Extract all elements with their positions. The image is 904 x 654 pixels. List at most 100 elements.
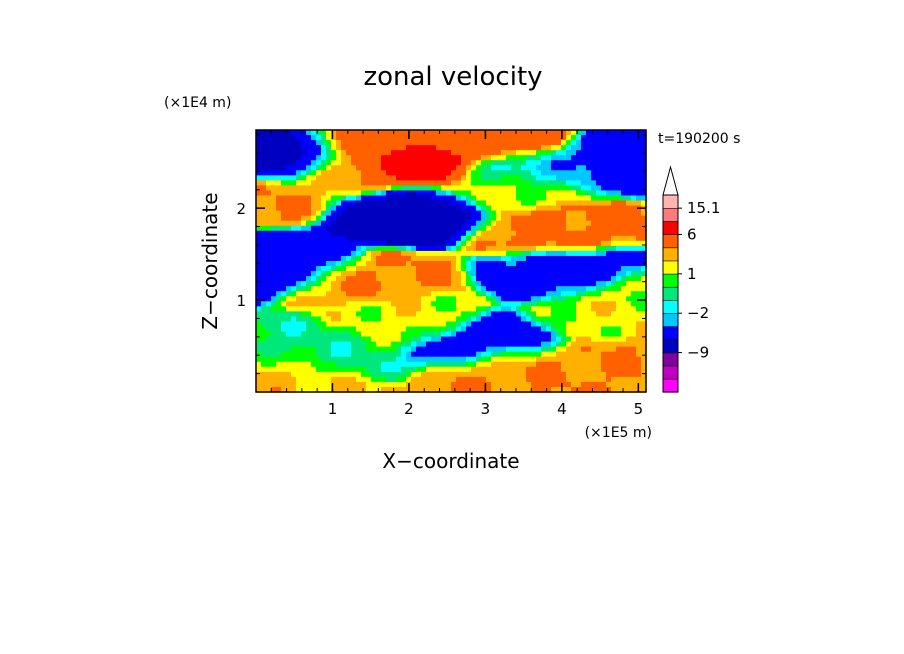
field-cell (426, 230, 432, 237)
field-cell (591, 286, 597, 292)
field-cell (511, 361, 517, 368)
field-cell (606, 160, 612, 166)
field-cell (271, 130, 277, 136)
field-cell (536, 321, 542, 328)
field-cell (641, 376, 647, 383)
field-cell (391, 336, 397, 343)
field-cell (611, 341, 617, 348)
field-cell (591, 381, 597, 388)
field-cell (361, 250, 367, 257)
field-cell (366, 306, 372, 312)
field-cell (431, 281, 437, 287)
field-cell (531, 230, 537, 237)
field-cell (631, 255, 637, 262)
field-cell (481, 261, 487, 267)
field-cell (456, 130, 462, 136)
field-cell (601, 276, 607, 282)
field-cell (431, 271, 437, 277)
field-cell (316, 376, 322, 383)
field-cell (336, 311, 342, 318)
field-cell (516, 235, 522, 242)
field-cell (616, 240, 622, 247)
field-cell (436, 195, 442, 202)
field-cell (291, 371, 297, 378)
field-cell (506, 271, 512, 277)
field-cell (311, 135, 317, 141)
field-cell (621, 291, 627, 297)
field-cell (291, 210, 297, 217)
field-cell (451, 306, 457, 312)
field-cell (381, 316, 387, 323)
field-cell (406, 150, 412, 156)
field-cell (431, 175, 437, 181)
field-cell (596, 160, 602, 166)
field-cell (291, 281, 297, 287)
field-cell (321, 366, 327, 373)
field-cell (571, 190, 577, 197)
field-cell (371, 210, 377, 217)
field-cell (526, 286, 532, 292)
field-cell (496, 311, 502, 318)
field-cell (526, 180, 532, 187)
field-cell (451, 346, 457, 353)
field-cell (296, 386, 302, 393)
field-cell (361, 331, 367, 338)
field-cell (536, 255, 542, 262)
field-cell (431, 371, 437, 378)
field-cell (566, 210, 572, 217)
field-cell (636, 351, 642, 358)
field-cell (356, 165, 362, 171)
field-cell (581, 175, 587, 181)
field-cell (616, 210, 622, 217)
field-cell (401, 185, 407, 192)
field-cell (566, 185, 572, 192)
field-cell (596, 266, 602, 272)
field-cell (371, 341, 377, 348)
field-cell (266, 150, 272, 156)
field-cell (581, 386, 587, 393)
field-cell (261, 321, 267, 328)
field-cell (481, 240, 487, 247)
field-cell (296, 185, 302, 192)
field-cell (571, 326, 577, 333)
field-cell (626, 190, 632, 197)
field-cell (631, 331, 637, 338)
field-cell (366, 175, 372, 181)
field-cell (551, 250, 557, 257)
field-cell (446, 220, 452, 227)
field-cell (616, 286, 622, 292)
plot-frame (255, 129, 647, 393)
field-cell (631, 170, 637, 176)
field-cell (266, 326, 272, 333)
field-cell (491, 210, 497, 217)
field-cell (446, 321, 452, 328)
field-cell (616, 351, 622, 358)
field-cell (416, 175, 422, 181)
colorbar-band (662, 220, 679, 236)
colorbar-band (662, 299, 679, 314)
field-cell (341, 301, 347, 307)
field-cell (591, 321, 597, 328)
field-cell (326, 386, 332, 393)
field-cell (301, 261, 307, 267)
field-cell (481, 190, 487, 197)
field-cell (486, 291, 492, 297)
field-cell (351, 185, 357, 192)
field-cell (441, 331, 447, 338)
field-cell (496, 235, 502, 242)
field-cell (461, 281, 467, 287)
field-cell (521, 210, 527, 217)
field-cell (566, 316, 572, 323)
field-cell (486, 356, 492, 363)
field-cell (466, 140, 472, 146)
field-cell (386, 235, 392, 242)
field-cell (341, 366, 347, 373)
field-cell (516, 286, 522, 292)
field-cell (506, 215, 512, 222)
field-cell (501, 351, 507, 358)
field-cell (521, 331, 527, 338)
field-cell (466, 301, 472, 307)
field-cell (476, 195, 482, 202)
field-cell (621, 341, 627, 348)
field-cell (381, 336, 387, 343)
